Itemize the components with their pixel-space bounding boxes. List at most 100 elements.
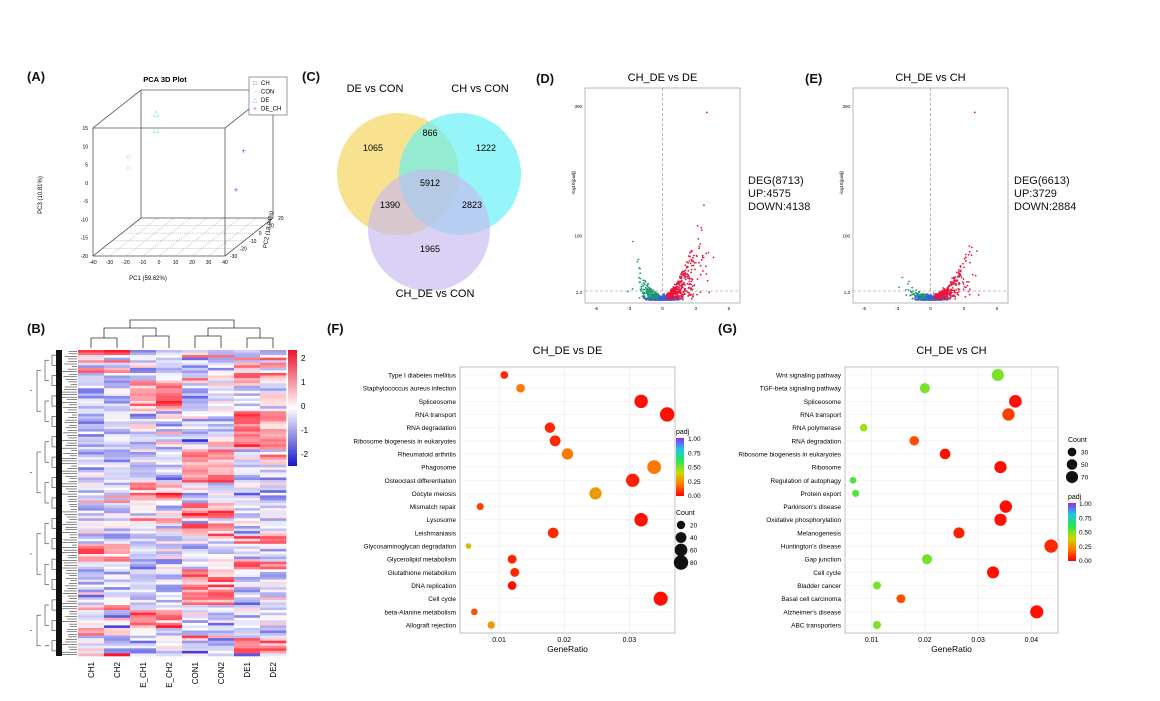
volcano-point-up xyxy=(666,297,668,299)
heatmap-cell xyxy=(208,592,235,596)
heatmap-cell xyxy=(78,485,105,488)
heatmap-cell xyxy=(208,620,235,624)
heatmap-cell xyxy=(260,523,287,527)
heatmap-cell xyxy=(156,365,183,369)
volcano-point-up xyxy=(683,292,686,295)
heatmap-cell xyxy=(78,584,105,588)
heatmap-cell xyxy=(260,429,287,432)
heatmap-cell xyxy=(130,449,157,453)
dotplot-term-label: RNA degradation xyxy=(791,438,841,445)
heatmap-cell xyxy=(182,403,209,407)
volcano-point-ns xyxy=(946,299,949,301)
volcano-point-ns xyxy=(914,298,917,301)
heatmap-cell xyxy=(260,449,287,453)
volcano-point-up xyxy=(696,293,698,296)
volcano-point-up xyxy=(693,254,695,257)
volcano-point-down xyxy=(639,277,642,280)
heatmap-cell xyxy=(182,495,209,499)
volcano-point-up xyxy=(682,290,685,293)
pca-legend-symbol: △ xyxy=(253,98,258,104)
heatmap-cell xyxy=(104,352,131,356)
heatmap-cell xyxy=(156,582,183,585)
volcano-point-down xyxy=(915,289,918,291)
panel-label-a: (A) xyxy=(27,69,46,84)
heatmap-cell xyxy=(104,439,131,443)
volcano-point-ns xyxy=(925,295,928,298)
count-legend-label: 30 xyxy=(1081,450,1089,457)
padj-tick: 0.75 xyxy=(688,450,701,457)
pca-point-con: ○ xyxy=(126,153,131,162)
heatmap-cell xyxy=(78,490,105,494)
heatmap-cell xyxy=(156,469,183,473)
heatmap-cell xyxy=(104,620,131,624)
heatmap-cell xyxy=(104,554,131,557)
heatmap-cell xyxy=(208,350,235,353)
volcano-point-down xyxy=(918,291,921,293)
heatmap-cell xyxy=(78,630,105,634)
heatmap-cell xyxy=(260,406,287,409)
heatmap-cell xyxy=(130,505,157,509)
heatmap-cell xyxy=(260,500,287,504)
volcano-point-up xyxy=(934,294,937,297)
volcano-point-down xyxy=(646,284,648,287)
heatmap-cell xyxy=(130,457,157,460)
heatmap-cell xyxy=(156,645,183,649)
heatmap-cell xyxy=(208,459,235,463)
heatmap-cell xyxy=(156,406,183,409)
heatmap-cell xyxy=(182,485,209,488)
heatmap-cell xyxy=(208,582,235,585)
heatmap-cell xyxy=(156,643,183,647)
heatmap-cell xyxy=(208,531,235,534)
heatmap-cell xyxy=(208,505,235,509)
volcano-point-ns xyxy=(654,298,657,301)
heatmap-cell xyxy=(208,423,235,427)
heatmap-cell xyxy=(104,385,131,389)
volcano-point-up xyxy=(699,273,702,276)
volcano-point-up xyxy=(966,284,969,287)
heatmap-cell xyxy=(78,388,105,392)
heatmap-cell xyxy=(130,638,157,641)
dotplot-term-label: Oocyte meiosis xyxy=(412,491,457,498)
dotplot-point xyxy=(953,527,965,539)
heatmap-cell xyxy=(260,574,287,578)
heatmap-cell xyxy=(78,518,105,522)
heatmap-cell xyxy=(234,589,261,593)
heatmap-cell xyxy=(156,559,183,562)
heatmap-cell xyxy=(130,459,157,463)
volcano-point-up xyxy=(689,277,691,280)
heatmap-cell xyxy=(78,375,105,379)
heatmap-cell xyxy=(104,597,131,601)
heatmap-cell xyxy=(208,467,235,471)
heatmap-cell xyxy=(182,467,209,471)
heatmap-cell xyxy=(78,421,105,425)
volcano-point-up xyxy=(966,281,968,283)
volcano-point-up xyxy=(676,291,679,294)
volcano-point-up xyxy=(970,254,973,257)
heatmap-cell xyxy=(208,441,235,445)
heatmap-cell xyxy=(130,536,157,539)
heatmap-cell xyxy=(130,444,157,448)
heatmap-column-label: DE1 xyxy=(243,661,252,677)
heatmap-cell xyxy=(182,416,209,420)
heatmap-cell xyxy=(156,482,183,486)
heatmap-cell xyxy=(156,605,183,608)
volcano-point-up xyxy=(968,293,971,296)
heatmap-cell xyxy=(208,520,235,524)
heatmap-cell xyxy=(234,426,261,430)
dotplot-x-tick: 0.01 xyxy=(865,637,879,644)
heatmap-cell xyxy=(208,477,235,481)
heatmap-cell xyxy=(182,505,209,509)
heatmap-cell xyxy=(182,472,209,476)
heatmap-cell xyxy=(78,408,105,412)
volcano-point-up xyxy=(691,260,694,263)
dotplot-point xyxy=(659,407,675,422)
heatmap-cell xyxy=(156,380,183,384)
heatmap-cell xyxy=(156,513,183,517)
heatmap-cell xyxy=(104,367,131,371)
volcano-point-up xyxy=(680,276,682,279)
heatmap-cell xyxy=(234,395,261,399)
heatmap-cell xyxy=(156,579,183,583)
dotplot-point xyxy=(849,476,857,484)
heatmap-cell xyxy=(78,615,105,619)
